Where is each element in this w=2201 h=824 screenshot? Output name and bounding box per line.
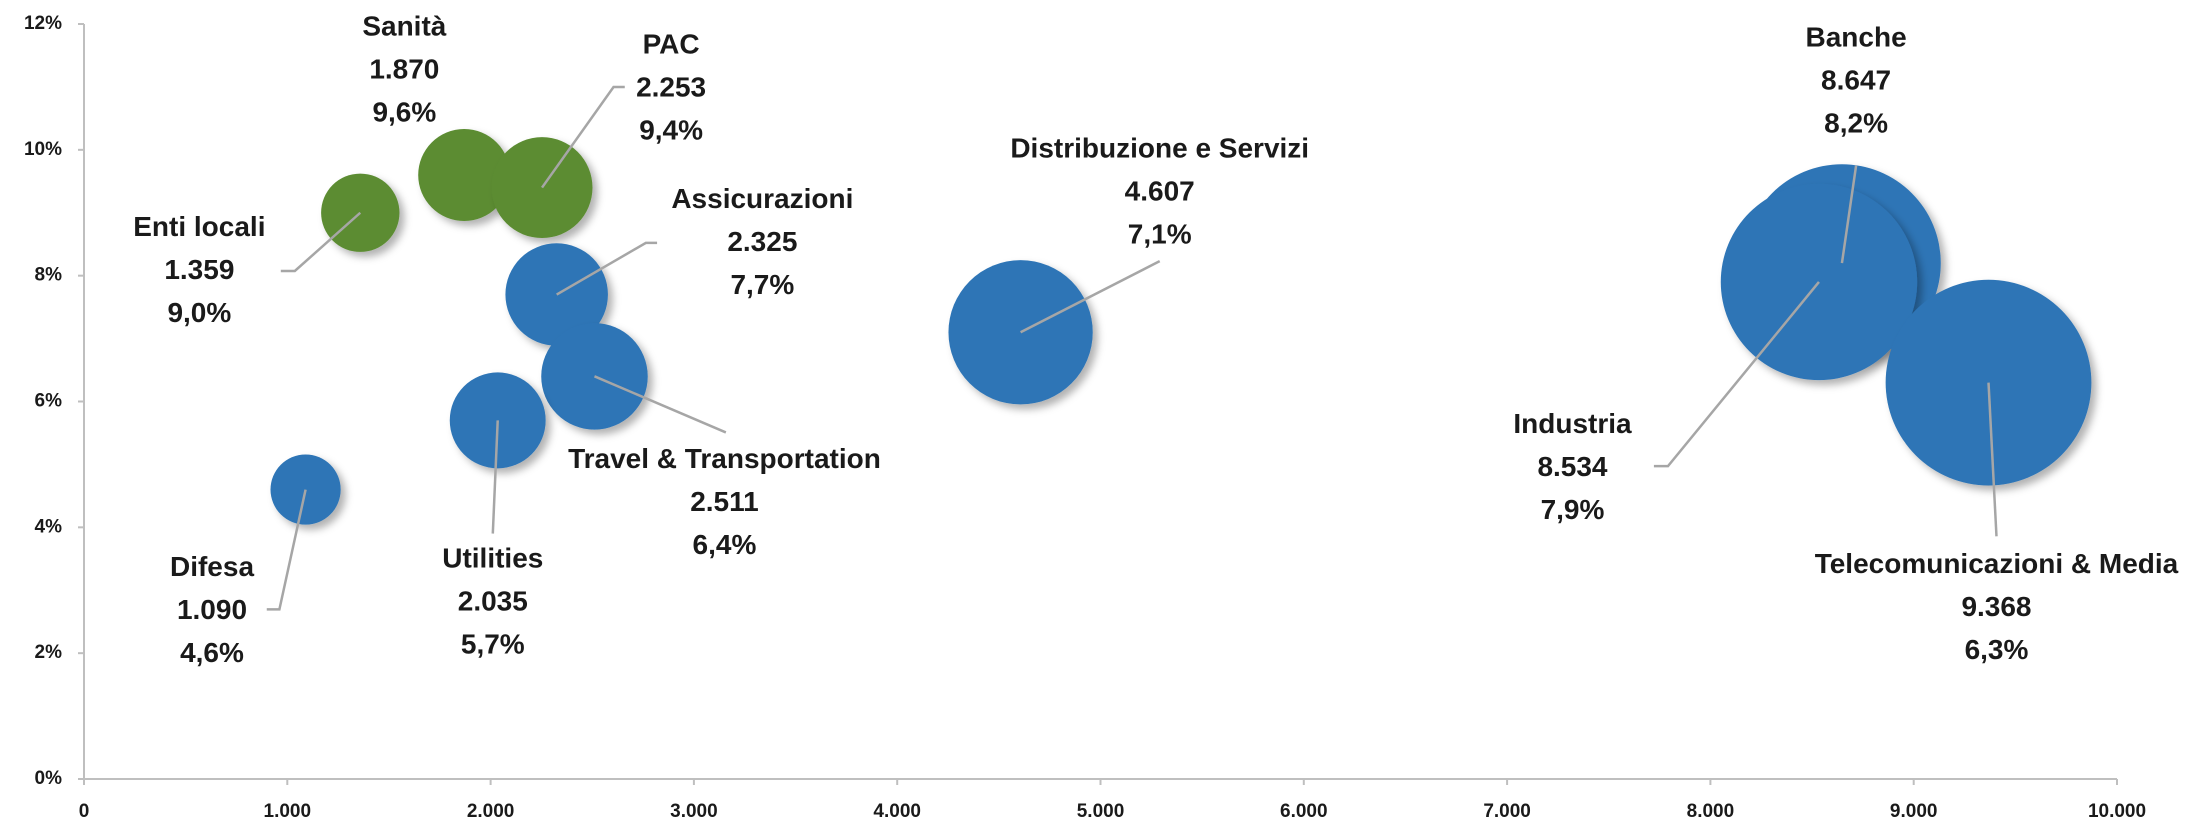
x-tick-label: 0: [79, 801, 90, 822]
y-tick-label: 6%: [35, 391, 63, 412]
leader-line: [1987, 382, 1998, 537]
data-label: 1.359: [164, 254, 234, 285]
x-tick-label: 3.000: [670, 801, 718, 822]
data-label: 4,6%: [180, 637, 244, 668]
y-tick-label: 8%: [35, 265, 63, 286]
data-label: Assicurazioni: [671, 183, 853, 214]
leader-line: [1840, 165, 1858, 264]
x-tick-label: 5.000: [1077, 801, 1125, 822]
data-label: 1.090: [177, 594, 247, 625]
data-label: Banche: [1806, 22, 1907, 53]
leader-line: [266, 489, 307, 611]
y-tick-label: 10%: [24, 139, 62, 160]
y-tick-label: 0%: [35, 768, 63, 789]
x-tick-label: 2.000: [467, 801, 515, 822]
x-tick-label: 6.000: [1280, 801, 1328, 822]
data-label: 9,6%: [372, 96, 436, 127]
data-label: 6,3%: [1965, 634, 2029, 665]
leader-line: [1020, 260, 1161, 334]
data-label: 4.607: [1125, 176, 1195, 207]
bubble: [948, 260, 1093, 405]
data-label: Enti locali: [133, 211, 265, 242]
y-tick-label: 12%: [24, 13, 62, 34]
leader-line: [1653, 281, 1820, 468]
bubble: [449, 372, 546, 469]
y-tick-label: 2%: [35, 642, 63, 663]
data-label: 5,7%: [461, 629, 525, 660]
leader-line: [491, 420, 499, 534]
x-tick-label: 8.000: [1687, 801, 1735, 822]
leader-line: [541, 85, 625, 189]
x-tick-label: 1.000: [264, 801, 312, 822]
data-label: 8.647: [1821, 65, 1891, 96]
x-tick-label: 7.000: [1483, 801, 1531, 822]
data-label: Utilities: [442, 543, 543, 574]
data-label: 7,9%: [1541, 494, 1605, 525]
data-label: 2.511: [690, 486, 759, 517]
data-label: 9,4%: [639, 115, 703, 146]
bubble: [418, 129, 511, 221]
data-label: 9,0%: [167, 297, 231, 328]
data-label: 1.870: [369, 53, 439, 84]
data-label: 8,2%: [1824, 108, 1888, 139]
data-label: 2.325: [727, 226, 797, 257]
data-label: 9.368: [1961, 591, 2031, 622]
data-label: Distribuzione e Servizi: [1010, 133, 1309, 164]
data-label: Travel & Transportation: [568, 443, 881, 474]
data-label: PAC: [643, 29, 700, 60]
data-label: 2.035: [458, 586, 528, 617]
x-tick-label: 4.000: [873, 801, 921, 822]
data-label: Industria: [1513, 408, 1632, 439]
x-tick-label: 9.000: [1890, 801, 1938, 822]
x-tick-label: 10.000: [2088, 801, 2146, 822]
leader-line: [280, 211, 362, 273]
leader-line: [556, 241, 658, 296]
data-label: 8.534: [1537, 451, 1607, 482]
data-label: 2.253: [636, 72, 706, 103]
data-label: Telecomunicazioni & Media: [1815, 548, 2179, 579]
data-label: Difesa: [170, 551, 254, 582]
leader-line: [593, 375, 727, 434]
y-tick-label: 4%: [35, 516, 63, 537]
data-label: Sanità: [362, 10, 446, 41]
data-label: 7,1%: [1128, 219, 1192, 250]
data-label: 7,7%: [730, 269, 794, 300]
data-label: 6,4%: [693, 529, 757, 560]
